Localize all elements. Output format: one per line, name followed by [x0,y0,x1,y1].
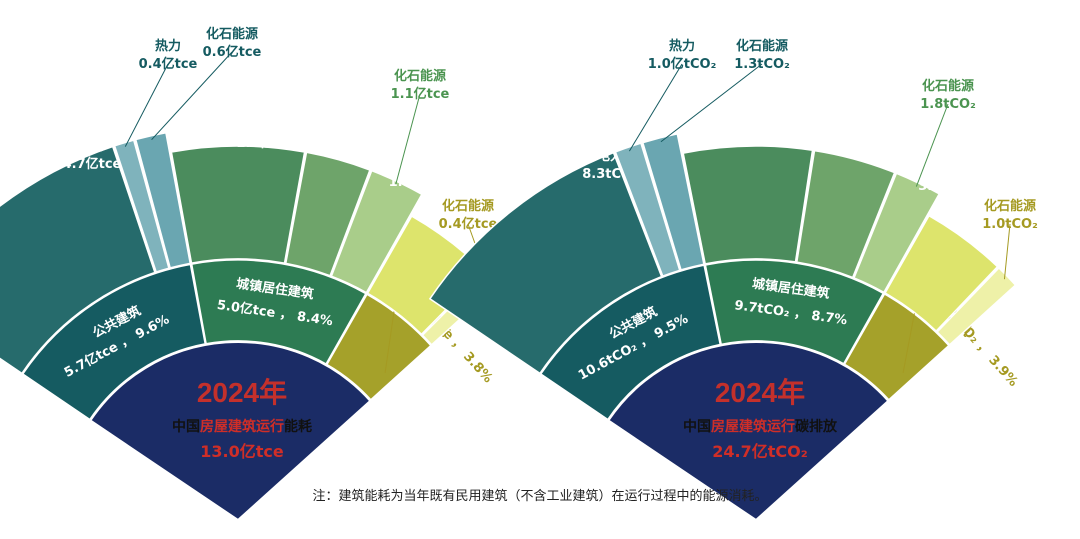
segment-value: 1.8tCO₂ [920,97,976,112]
sector-arc-public-buildings [21,263,207,421]
center-wedge [607,340,890,522]
sector-arc-rural-residential [843,292,950,401]
segment-value: 3.4tCO₂ [918,179,974,194]
segment-rural-residential-electricity [884,214,999,333]
segment-value: 2.6亿tce [237,135,296,151]
leader-line [660,63,763,143]
segment-value: 1.3亿tce [313,118,372,134]
segment-urban-residential-electricity [170,145,306,264]
segment-value: 1.0tCO₂ [982,217,1038,232]
segment-value: 1.0亿tCO₂ [648,56,717,72]
caption: 中国房屋建筑运行碳排放 [683,418,838,435]
segment-name: 化石能源 [206,26,258,42]
segment-name: 电力 [253,117,279,133]
segment-public-buildings-electricity [0,145,156,375]
segment-value: 4.8tCO₂ [752,135,808,150]
segment-name: 电力 [405,156,431,172]
segment-rural-residential-electricity [366,215,486,336]
segment-public-buildings-fossil [641,133,705,271]
segment-urban-residential-heat [795,149,896,279]
center-wedge [89,340,372,522]
segment-value: 1.1亿tce [391,86,450,102]
leader-line [628,63,683,152]
segment-name: 电力 [933,160,959,176]
segment-public-buildings-heat [614,142,681,278]
year-label: 2024年 [197,376,287,408]
total-value: 24.7亿tCO₂ [712,442,807,461]
segment-name: 化石能源 [736,38,788,54]
segment-public-buildings-electricity [428,151,663,375]
segment-value: 0.6亿tce [203,44,262,60]
segment-value: 1.3tCO₂ [734,57,790,72]
segment-value: 0.4亿tce [439,216,498,232]
segment-value: 1.9亿tce [389,174,448,190]
leader-line [395,93,421,186]
segment-name: 热力 [155,38,181,54]
leader-line [1003,223,1011,280]
segment-name: 电力 [767,116,793,132]
leader-line [124,63,169,147]
segment-name: 电力 [79,138,105,154]
caption: 中国房屋建筑运行能耗 [172,418,312,435]
segment-name: 化石能源 [394,68,446,84]
segment-value: 0.4亿tce [139,56,198,72]
sector-arc-rural-residential [325,293,432,401]
segment-urban-residential-fossil [853,172,941,294]
segment-name: 热力 [669,38,695,54]
sector-arc-urban-residential [704,259,885,365]
segment-public-buildings-heat [113,139,170,273]
total-value: 13.0亿tce [200,442,284,461]
sector-arc-public-buildings [539,264,722,421]
segment-name: 化石能源 [984,198,1036,214]
segment-name: 热力 [849,108,875,124]
segment-urban-residential-electricity [682,145,814,265]
segment-urban-residential-fossil [330,169,423,294]
leader-line [915,103,949,187]
segment-name: 化石能源 [442,198,494,214]
sector-arc-urban-residential [190,259,367,366]
segment-name: 化石能源 [922,78,974,94]
segment-urban-residential-heat [284,151,371,277]
segment-public-buildings-fossil [134,131,192,269]
leader-line [151,51,233,141]
segment-value: 3.1tCO₂ [834,127,890,142]
year-label: 2024年 [715,376,805,408]
footnote: 注：建筑能耗为当年既有民用建筑（不含工业建筑）在运行过程中的能源消耗。 [312,488,767,504]
segment-value: 4.7亿tce [63,156,122,172]
segment-name: 热力 [329,100,355,116]
